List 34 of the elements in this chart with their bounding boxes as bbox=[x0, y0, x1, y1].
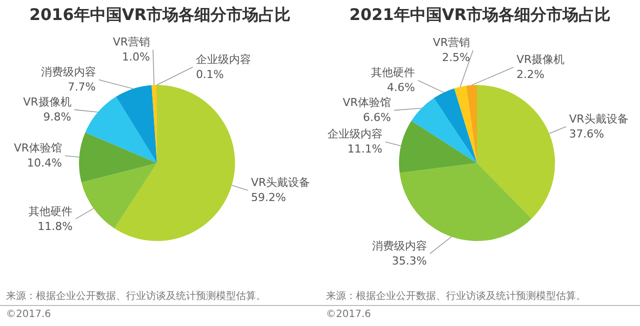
source-note: 来源：根据企业公开数据、行业访谈及统计预测模型估算。 bbox=[320, 288, 640, 306]
slice-label: VR头戴设备 bbox=[569, 112, 628, 126]
data-label: 4.6% bbox=[387, 81, 415, 94]
slice-label: 其他硬件 bbox=[370, 66, 415, 80]
chart-title: 2016年中国VR市场各细分市场占比 bbox=[28, 4, 292, 26]
slice-label: 企业级内容 bbox=[327, 128, 382, 141]
data-label: 7.7% bbox=[68, 80, 96, 94]
data-label: 59.2% bbox=[250, 191, 286, 204]
slice-label: 企业级内容 bbox=[196, 52, 251, 66]
data-label: 35.3% bbox=[392, 254, 427, 268]
slice-label: VR营销 bbox=[432, 36, 470, 50]
chart-title: 2021年中国VR市场各细分市场占比 bbox=[348, 4, 612, 26]
text: ©2017.6 bbox=[5, 308, 52, 322]
slice-label: VR体验馆 bbox=[342, 96, 391, 110]
data-label: 6.6% bbox=[362, 111, 391, 124]
data-label: 9.8% bbox=[43, 110, 72, 124]
data-label: 2.2% bbox=[516, 68, 544, 82]
slice-label: VR营销 bbox=[112, 36, 150, 49]
data-label: 0.1% bbox=[196, 68, 224, 81]
slice-label: 其他硬件 bbox=[28, 204, 73, 218]
text: ©2017.6 bbox=[325, 308, 372, 322]
data-label: 10.4% bbox=[27, 156, 62, 170]
slice-label: 消费级内容 bbox=[372, 240, 427, 253]
slice-label: VR摄像机 bbox=[516, 53, 565, 66]
slice-label: VR体验馆 bbox=[14, 142, 62, 155]
data-label: 2.5% bbox=[442, 51, 470, 64]
data-label: 1.0% bbox=[122, 50, 150, 64]
source-note: 来源：根据企业公开数据、行业访谈及统计预测模型估算。 bbox=[0, 288, 320, 306]
slice-label: VR摄像机 bbox=[23, 96, 72, 109]
data-label: 11.8% bbox=[38, 220, 73, 233]
data-label: 11.1% bbox=[347, 142, 382, 156]
slice-label: VR头戴设备 bbox=[250, 176, 310, 190]
slice-label: 消费级内容 bbox=[40, 66, 96, 79]
data-label: 37.6% bbox=[569, 128, 604, 141]
